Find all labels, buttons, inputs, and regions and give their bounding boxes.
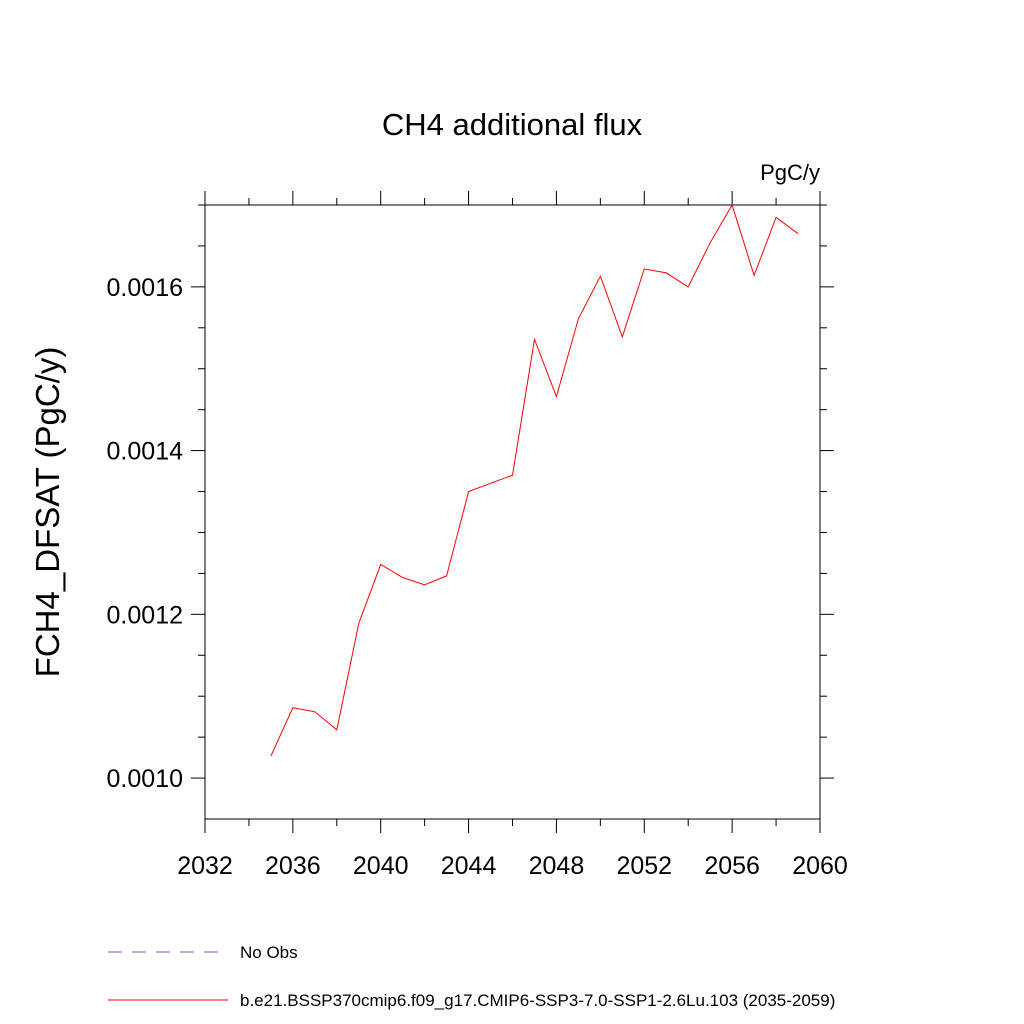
x-tick-label: 2060 <box>792 852 848 880</box>
series-layer <box>270 203 799 757</box>
series-line <box>270 203 799 757</box>
legend: No Obs b.e21.BSSP370cmip6.f09_g17.CMIP6-S… <box>108 943 835 1010</box>
x-tick-label: 2032 <box>177 852 233 880</box>
y-axis-label: FCH4_DFSAT (PgC/y) <box>29 347 66 678</box>
units-label: PgC/y <box>760 160 820 185</box>
x-tick-label: 2052 <box>616 852 672 880</box>
x-tick-label: 2048 <box>529 852 585 880</box>
x-tick-label: 2040 <box>353 852 409 880</box>
y-tick-label: 0.0012 <box>107 601 183 629</box>
x-tick-label: 2036 <box>265 852 321 880</box>
x-tick-label: 2044 <box>441 852 497 880</box>
legend-entry: No Obs <box>240 943 298 962</box>
legend-entry: b.e21.BSSP370cmip6.f09_g17.CMIP6-SSP3-7.… <box>240 991 835 1010</box>
y-tick-label: 0.0010 <box>107 765 183 793</box>
chart-title: CH4 additional flux <box>382 107 643 142</box>
plot-frame <box>204 204 821 820</box>
y-tick-label: 0.0016 <box>107 274 183 302</box>
y-axis: 0.0010 0.0012 0.0014 0.0016 <box>107 204 834 793</box>
x-tick-label: 2056 <box>704 852 760 880</box>
x-axis: 2032 2036 2040 2044 2048 2052 2056 2060 <box>177 191 848 880</box>
y-tick-label: 0.0014 <box>107 438 184 466</box>
